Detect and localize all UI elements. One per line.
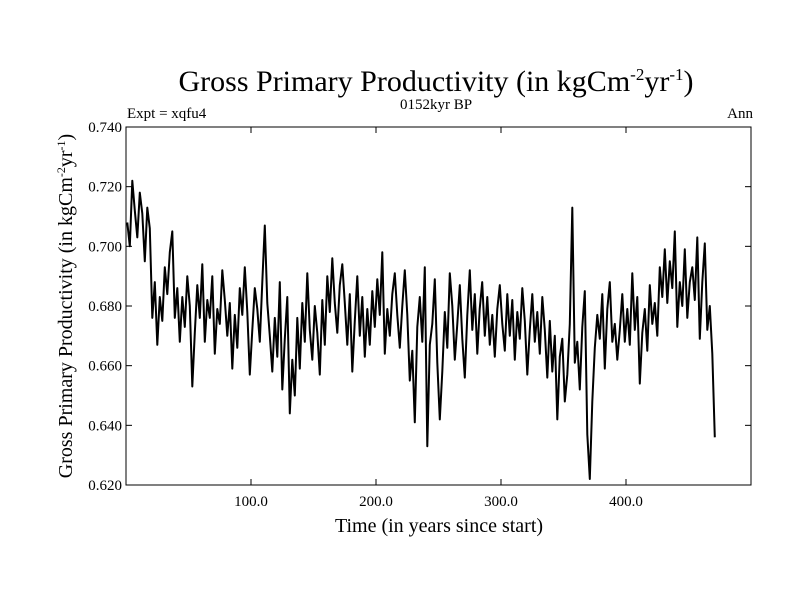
x-axis-ticks: 100.0 200.0 300.0 400.0	[234, 127, 643, 510]
y-tick-label: 0.680	[88, 299, 122, 315]
y-tick-label: 0.620	[88, 478, 122, 494]
x-tick-label: 200.0	[359, 494, 393, 510]
y-tick-label: 0.700	[88, 239, 122, 255]
y-tick-label: 0.740	[88, 120, 122, 136]
x-tick-label: 100.0	[234, 494, 268, 510]
x-tick-label: 300.0	[484, 494, 518, 510]
series-layer	[126, 179, 716, 480]
season-label: Ann	[727, 106, 753, 122]
chart-subtitle: 0152kyr BP	[400, 97, 472, 113]
experiment-label: Expt = xqfu4	[127, 106, 207, 122]
y-axis-label: Gross Primary Productivity (in kgCm-2yr-…	[54, 134, 77, 478]
x-tick-label: 400.0	[609, 494, 643, 510]
y-tick-label: 0.660	[88, 359, 122, 375]
plot-frame	[125, 126, 752, 486]
chart-title: Gross Primary Productivity (in kgCm-2yr-…	[179, 65, 694, 98]
series-line-gpp	[126, 179, 716, 480]
y-tick-label: 0.720	[88, 180, 122, 196]
y-tick-label: 0.640	[88, 418, 122, 434]
x-axis-label: Time (in years since start)	[335, 515, 543, 537]
